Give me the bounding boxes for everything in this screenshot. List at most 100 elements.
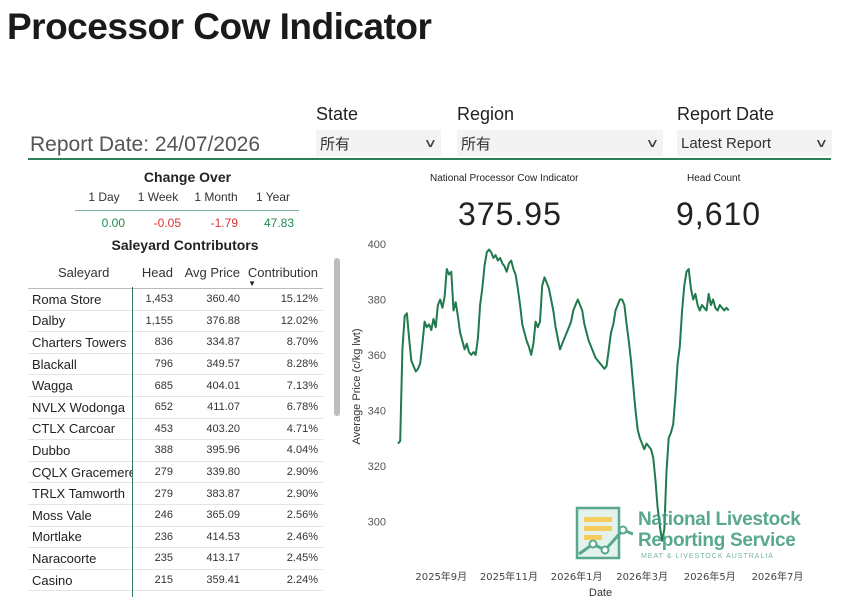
- saleyard-name-cell: Moss Vale: [32, 507, 92, 523]
- head-cell: 236: [154, 530, 173, 543]
- state-filter: State 所有 ∨: [316, 104, 441, 156]
- indicator-kpi-label: National Processor Cow Indicator: [430, 173, 579, 184]
- contribution-cell: 6.78%: [286, 401, 318, 414]
- head-cell: 279: [154, 487, 173, 500]
- contribution-cell: 2.90%: [286, 487, 318, 500]
- report-date-filter: Report Date Latest Report ∨: [677, 104, 832, 156]
- saleyard-name-cell: TRLX Tamworth: [32, 486, 125, 502]
- column-header-avg-price[interactable]: Avg Price: [184, 264, 240, 280]
- y-tick-label: 380: [368, 294, 386, 306]
- x-tick-label: 2025年9月: [415, 570, 467, 583]
- change-over-headers: 1 Day 1 Week 1 Month 1 Year: [78, 190, 300, 204]
- page-title: Processor Cow Indicator: [7, 6, 432, 47]
- contribution-cell: 2.56%: [286, 509, 318, 522]
- nlrs-logo: National Livestock Reporting Service MEA…: [575, 506, 835, 566]
- saleyard-name-cell: Blackall: [32, 356, 77, 372]
- head-cell: 796: [154, 358, 173, 371]
- contribution-cell: 15.12%: [280, 293, 318, 306]
- table-row[interactable]: Charters Towers 836 334.87 8.70%: [28, 332, 323, 354]
- table-row[interactable]: Casino 215 359.41 2.24%: [28, 570, 323, 592]
- y-axis-label: Average Price (c/kg lwt): [351, 329, 363, 445]
- state-dropdown[interactable]: 所有 ∨: [316, 130, 441, 156]
- x-tick-label: 2026年3月: [616, 570, 668, 583]
- change-value: 47.83: [263, 216, 294, 230]
- region-dropdown[interactable]: 所有 ∨: [457, 130, 663, 156]
- contribution-cell: 2.24%: [286, 574, 318, 587]
- region-filter-label: Region: [457, 104, 515, 124]
- column-header-contribution[interactable]: Contribution ▼: [240, 265, 318, 288]
- table-row[interactable]: Naracoorte 235 413.17 2.45%: [28, 548, 323, 570]
- table-row[interactable]: Blackall 796 349.57 8.28%: [28, 354, 323, 376]
- sort-descending-icon: ▼: [248, 278, 256, 288]
- saleyard-contributors-title: Saleyard Contributors: [111, 237, 259, 253]
- avg-price-cell: 395.96: [206, 444, 240, 457]
- change-period-label: 1 Year: [255, 190, 291, 204]
- state-filter-label: State: [316, 104, 359, 124]
- head-cell: 1,453: [145, 293, 173, 306]
- report-date-dropdown-value: Latest Report: [681, 134, 772, 152]
- change-period-label: 1 Day: [88, 190, 120, 204]
- y-tick-label: 360: [368, 350, 386, 362]
- head-cell: 652: [154, 401, 173, 414]
- avg-price-cell: 376.88: [206, 314, 240, 327]
- head-cell: 215: [154, 574, 173, 587]
- table-column-divider: [132, 287, 133, 597]
- table-row[interactable]: TRLX Tamworth 279 383.87 2.90%: [28, 483, 323, 505]
- change-period-label: 1 Month: [194, 190, 238, 204]
- table-row[interactable]: Roma Store 1,453 360.40 15.12%: [28, 289, 323, 311]
- avg-price-cell: 360.40: [206, 293, 240, 306]
- table-row[interactable]: Mortlake 236 414.53 2.46%: [28, 527, 323, 549]
- contribution-cell: 4.71%: [286, 422, 318, 435]
- table-body: Roma Store 1,453 360.40 15.12% Dalby 1,155 376…: [28, 289, 323, 592]
- change-value: 0.00: [101, 216, 125, 230]
- contribution-cell: 8.28%: [286, 358, 318, 371]
- chevron-down-icon: ∨: [423, 136, 438, 150]
- saleyard-name-cell: Dubbo: [32, 442, 71, 458]
- saleyard-name-cell: NVLX Wodonga: [32, 399, 125, 415]
- table-row[interactable]: Wagga 685 404.01 7.13%: [28, 375, 323, 397]
- avg-price-cell: 339.80: [206, 466, 240, 479]
- saleyard-name-cell: CQLX Gracemere: [32, 464, 133, 480]
- change-period-label: 1 Week: [137, 190, 179, 204]
- column-header-saleyard[interactable]: Saleyard: [58, 264, 110, 280]
- table-row[interactable]: NVLX Wodonga 652 411.07 6.78%: [28, 397, 323, 419]
- region-dropdown-value: 所有: [461, 135, 492, 153]
- report-date-dropdown[interactable]: Latest Report ∨: [677, 130, 832, 156]
- saleyard-name-cell: Charters Towers: [32, 334, 127, 350]
- indicator-kpi-value: 375.95: [458, 196, 562, 232]
- table-row[interactable]: CTLX Carcoar 453 403.20 4.71%: [28, 419, 323, 441]
- table-row[interactable]: Dalby 1,155 376.88 12.02%: [28, 311, 323, 333]
- saleyard-table: Saleyard Head Avg Price Contribution ▼ R…: [28, 258, 323, 592]
- chevron-down-icon: ∨: [814, 136, 829, 150]
- avg-price-cell: 414.53: [206, 530, 240, 543]
- logo-text-line1: National Livestock: [638, 509, 801, 530]
- table-row[interactable]: Dubbo 388 395.96 4.04%: [28, 440, 323, 462]
- saleyard-name-cell: Dalby: [32, 313, 66, 329]
- x-axis-label: Date: [589, 587, 612, 599]
- column-header-head[interactable]: Head: [141, 264, 173, 280]
- head-count-kpi-label: Head Count: [687, 173, 741, 184]
- nlrs-logo-icon: [575, 506, 634, 560]
- x-tick-label: 2026年1月: [551, 570, 603, 583]
- state-dropdown-value: 所有: [320, 135, 351, 153]
- x-tick-label: 2025年11月: [480, 570, 538, 583]
- head-cell: 836: [154, 336, 173, 349]
- saleyard-name-cell: Roma Store: [32, 291, 102, 307]
- head-cell: 685: [154, 379, 173, 392]
- report-date-filter-label: Report Date: [677, 104, 775, 124]
- contribution-cell: 7.13%: [286, 379, 318, 392]
- change-over-title: Change Over: [143, 169, 232, 185]
- chevron-down-icon: ∨: [645, 136, 660, 150]
- avg-price-cell: 404.01: [206, 379, 240, 392]
- table-scrollbar[interactable]: [334, 258, 340, 416]
- contribution-cell: 2.45%: [286, 552, 318, 565]
- contribution-cell: 2.46%: [286, 530, 318, 543]
- y-tick-label: 340: [368, 405, 386, 417]
- x-tick-label: 2026年7月: [752, 570, 804, 583]
- saleyard-name-cell: Wagga: [32, 378, 73, 394]
- change-over-divider: [75, 210, 299, 211]
- head-cell: 1,155: [145, 314, 173, 327]
- table-row[interactable]: CQLX Gracemere 279 339.80 2.90%: [28, 462, 323, 484]
- table-row[interactable]: Moss Vale 246 365.09 2.56%: [28, 505, 323, 527]
- contribution-cell: 4.04%: [286, 444, 318, 457]
